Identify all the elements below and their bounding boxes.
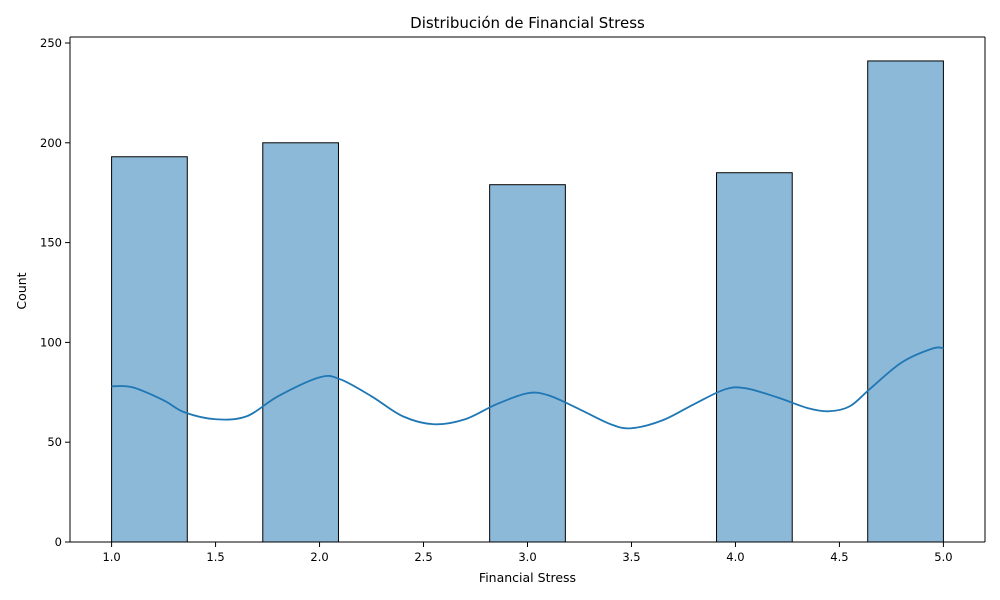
x-tick-label: 1.5 — [206, 550, 224, 564]
y-axis-ticks: 0 50 100 150 200 250 — [40, 36, 70, 549]
y-tick-label: 250 — [40, 36, 62, 50]
x-tick-label: 4.0 — [726, 550, 744, 564]
x-tick-label: 4.5 — [830, 550, 848, 564]
histogram-bar — [262, 142, 339, 543]
histogram-bar — [489, 184, 566, 543]
histogram-bar — [867, 60, 944, 543]
x-tick-label: 1.0 — [102, 550, 120, 564]
y-axis-label: Count — [14, 272, 29, 309]
x-axis-label: Financial Stress — [479, 570, 576, 585]
histogram-bars — [111, 60, 944, 543]
x-tick-label: 3.0 — [518, 550, 536, 564]
kde-curve-group — [111, 346, 944, 430]
y-tick-label: 100 — [40, 335, 62, 349]
y-tick-label: 0 — [55, 535, 62, 549]
x-tick-label: 2.0 — [310, 550, 328, 564]
histogram-bar — [111, 156, 188, 543]
y-tick-label: 200 — [40, 136, 62, 150]
histogram-bar — [716, 172, 793, 543]
x-tick-label: 5.0 — [934, 550, 952, 564]
chart-title: Distribución de Financial Stress — [410, 14, 645, 32]
kde-line — [111, 346, 944, 430]
x-axis-ticks: 1.0 1.5 2.0 2.5 3.0 3.5 4.0 4.5 5.0 — [102, 542, 953, 564]
x-tick-label: 3.5 — [622, 550, 640, 564]
x-tick-label: 2.5 — [414, 550, 432, 564]
y-tick-label: 50 — [47, 435, 62, 449]
y-tick-label: 150 — [40, 236, 62, 250]
